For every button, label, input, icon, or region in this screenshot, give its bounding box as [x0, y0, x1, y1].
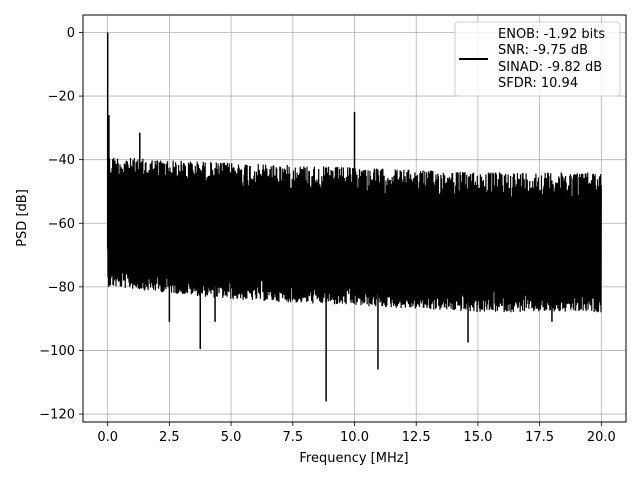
legend-line-sfdr: SFDR: 10.94 — [498, 76, 578, 91]
x-tick-label: 10.0 — [340, 430, 369, 445]
x-tick-label: 15.0 — [463, 430, 492, 445]
x-tick-label: 5.0 — [221, 430, 242, 445]
psd-series — [106, 32, 602, 402]
x-tick-label: 12.5 — [402, 430, 431, 445]
legend: ENOB: -1.92 bits SNR: -9.75 dB SINAD: -9… — [454, 21, 621, 97]
y-tick-label: −20 — [48, 90, 75, 105]
y-tick-label: −40 — [48, 153, 75, 168]
x-tick-label: 2.5 — [159, 430, 180, 445]
y-axis-label: PSD [dB] — [15, 189, 30, 247]
y-tick-label: −120 — [39, 408, 75, 423]
y-tick-label: −60 — [48, 217, 75, 232]
x-tick-label: 7.5 — [282, 430, 303, 445]
legend-line-snr: SNR: -9.75 dB — [498, 43, 588, 58]
y-tick-label: 0 — [67, 26, 75, 41]
legend-line-sinad: SINAD: -9.82 dB — [498, 60, 602, 75]
y-axis-ticks: 0 −20 −40 −60 −80 −100 −120 — [39, 26, 83, 423]
x-axis-ticks: 0.0 2.5 5.0 7.5 10.0 12.5 15.0 17.5 20.0 — [97, 422, 616, 445]
legend-line-enob: ENOB: -1.92 bits — [498, 27, 605, 42]
x-tick-label: 20.0 — [587, 430, 616, 445]
x-tick-label: 17.5 — [525, 430, 554, 445]
y-tick-label: −100 — [39, 344, 75, 359]
x-axis-label: Frequency [MHz] — [299, 451, 408, 466]
legend-box — [454, 21, 621, 97]
y-tick-label: −80 — [48, 280, 75, 295]
x-tick-label: 0.0 — [97, 430, 118, 445]
